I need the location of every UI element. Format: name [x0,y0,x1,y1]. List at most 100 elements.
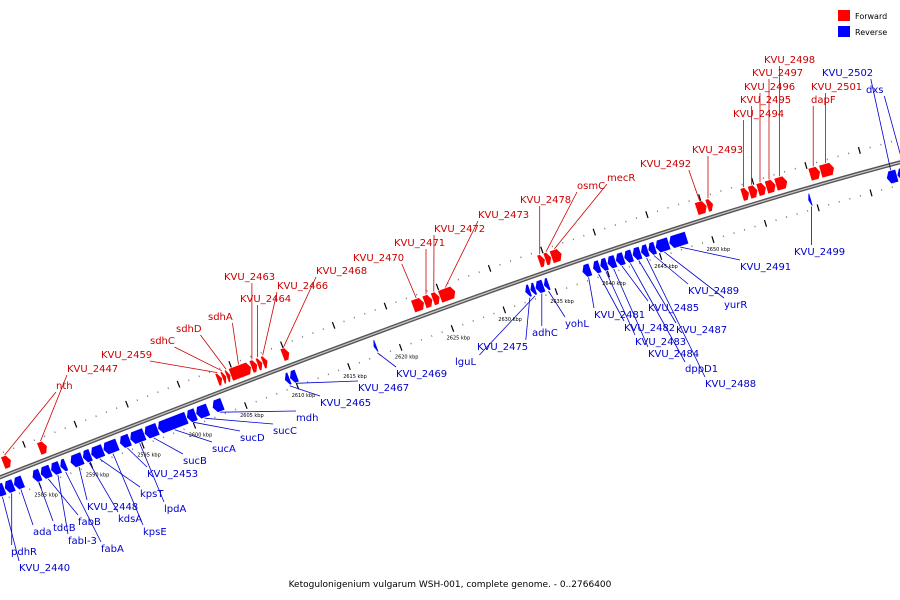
gene-KVU_2494[interactable] [739,187,750,202]
gene-KVU_2501[interactable] [818,162,835,179]
gene-KVU_2483[interactable] [599,257,610,272]
gene-KVU_2440[interactable] [0,482,8,498]
minor-tick [583,234,585,237]
gene-fabI-3[interactable] [50,460,63,476]
gene-lguL[interactable] [529,281,538,296]
gene-KVU_2448[interactable] [69,451,86,468]
gene-KVU_2495[interactable] [747,184,759,200]
scale-label: 2615 kbp [343,374,367,380]
gene-osmC[interactable] [542,251,552,267]
major-tick [698,194,702,202]
minor-tick [131,448,134,451]
gene-label-KVU_2481: KVU_2481 [594,310,645,321]
gene-sdhA[interactable] [227,361,252,382]
gene-lpdA[interactable] [129,427,148,445]
gene-yurR[interactable] [655,236,672,254]
leader-sucD [193,421,241,432]
gene-sucA[interactable] [157,411,190,434]
gene-label-sucB: sucB [183,456,207,467]
gene-sucC[interactable] [195,402,211,420]
gene-label-mdh: mdh [296,413,318,424]
gene-KVU_2459[interactable] [214,372,223,387]
minor-tick [493,312,495,315]
legend-swatch-forward [838,10,850,21]
gene-nth[interactable] [0,454,12,470]
gene-label-lpdA: lpdA [164,504,186,515]
minor-tick [478,271,480,274]
gene-kdsA[interactable] [82,448,94,464]
leader-lpdA [139,443,165,503]
minor-tick [405,297,408,300]
gene-KVU_2502[interactable] [886,168,900,185]
leader-KVU_2473 [444,220,479,288]
gene-sucB[interactable] [144,422,161,440]
gene-KVU_2496[interactable] [755,182,767,197]
minor-tick [441,331,443,334]
gene-label-KVU_2440: KVU_2440 [19,563,70,574]
minor-tick [420,338,423,341]
gene-sucD[interactable] [186,407,199,423]
minor-tick [572,238,575,241]
gene-KVU_2492[interactable] [694,200,708,216]
gene-dapF[interactable] [807,166,821,182]
gene-KVU_2484[interactable] [606,254,619,270]
gene-KVU_2465[interactable] [284,371,293,386]
gene-fabB[interactable] [40,463,54,480]
gene-KVU_2472[interactable] [430,291,441,306]
minor-tick [111,456,113,459]
gene-KVU_2469[interactable] [372,339,380,353]
gene-KVU_2475[interactable] [524,283,533,298]
gene-mecR[interactable] [548,248,563,264]
gene-KVU_2485[interactable] [615,251,627,267]
gene-KVU_2473[interactable] [437,285,456,304]
gene-KVU_2481[interactable] [581,262,594,278]
gene-mdh[interactable] [212,397,226,413]
gene-ada[interactable] [13,474,26,491]
major-tick [176,380,181,388]
gene-sdhC[interactable] [219,371,227,385]
gene-KVU_2447[interactable] [36,440,48,456]
gene-label-KVU_2448: KVU_2448 [87,502,138,513]
gene-label-KVU_2478: KVU_2478 [520,195,571,206]
gene-tdcB[interactable] [31,467,44,483]
gene-yohL[interactable] [543,277,552,291]
gene-KVU_2488[interactable] [640,243,651,258]
gene-label-KVU_2468: KVU_2468 [316,266,367,277]
gene-label-KVU_2472: KVU_2472 [434,224,485,235]
minor-tick [157,391,159,394]
gene-KVU_2467[interactable] [289,368,300,384]
gene-KVU_2498[interactable] [773,175,788,192]
gene-KVU_2463[interactable] [248,359,258,374]
gene-adhC[interactable] [534,278,547,294]
gene-KVU_2487[interactable] [632,245,644,261]
gene-KVU_2478[interactable] [536,254,546,269]
major-tick [73,420,78,428]
gene-KVU_2482[interactable] [592,259,603,275]
gene-KVU_2499[interactable] [807,192,814,207]
leader-kpsT [99,458,141,488]
gene-dppD1[interactable] [623,248,635,264]
minor-tick [604,227,606,230]
major-tick [487,264,492,272]
gene-sdhD[interactable] [223,369,231,383]
gene-KVU_2497[interactable] [764,179,777,195]
gene-KVU_2470[interactable] [410,297,425,314]
gene-KVU_2491[interactable] [668,230,690,249]
gene-KVU_2464[interactable] [254,357,263,372]
gene-kpsT[interactable] [90,443,106,460]
gene-label-KVU_2487: KVU_2487 [676,325,727,336]
gene-label-kpsT: kpsT [140,489,164,500]
gene-KVU_2468[interactable] [279,347,290,362]
gene-KVU_2466[interactable] [259,355,269,370]
major-tick [857,146,861,154]
gene-KVU_2493[interactable] [704,198,714,213]
gene-pdhR[interactable] [4,478,17,494]
leader-KVU_2440 [2,496,20,562]
leader-dxs [883,95,900,155]
gene-KVU_2453[interactable] [119,433,133,449]
gene-fabA[interactable] [59,457,69,472]
gene-KVU_2471[interactable] [421,294,433,309]
gene-KVU_2489[interactable] [647,241,658,256]
minor-tick [115,407,118,410]
gene-kpsE[interactable] [102,437,121,456]
